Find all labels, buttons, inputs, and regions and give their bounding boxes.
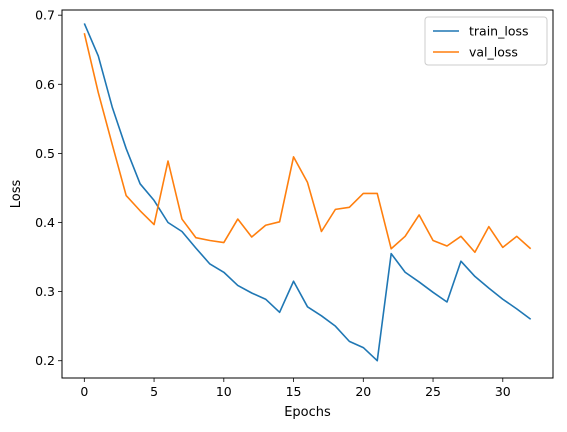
legend-label-train-loss: train_loss (469, 24, 529, 39)
y-tick-label: 0.2 (35, 353, 55, 368)
x-axis-label: Epochs (284, 405, 331, 420)
x-tick-label: 10 (216, 384, 232, 399)
legend: train_loss val_loss (424, 16, 548, 66)
series-line-train-loss (83, 23, 532, 362)
x-tick-label: 15 (286, 384, 302, 399)
x-axis-ticks: 0 5 10 15 20 25 30 (80, 378, 511, 399)
y-tick-label: 0.3 (35, 284, 55, 299)
x-tick-label: 0 (80, 384, 88, 399)
y-axis-label: Loss (9, 180, 24, 209)
series-layer (83, 23, 532, 362)
legend-box (424, 16, 548, 66)
plot-area-frame (61, 9, 554, 379)
y-tick-label: 0.6 (35, 77, 55, 92)
x-tick-label: 25 (425, 384, 441, 399)
series-line-val-loss (83, 32, 532, 254)
legend-label-val-loss: val_loss (469, 45, 518, 60)
x-tick-label: 20 (355, 384, 371, 399)
y-tick-label: 0.4 (35, 215, 55, 230)
x-tick-label: 30 (495, 384, 511, 399)
y-tick-label: 0.5 (35, 146, 55, 161)
y-axis-ticks: 0.2 0.3 0.4 0.5 0.6 0.7 (35, 8, 62, 368)
y-tick-label: 0.7 (35, 8, 55, 23)
x-tick-label: 5 (150, 384, 158, 399)
